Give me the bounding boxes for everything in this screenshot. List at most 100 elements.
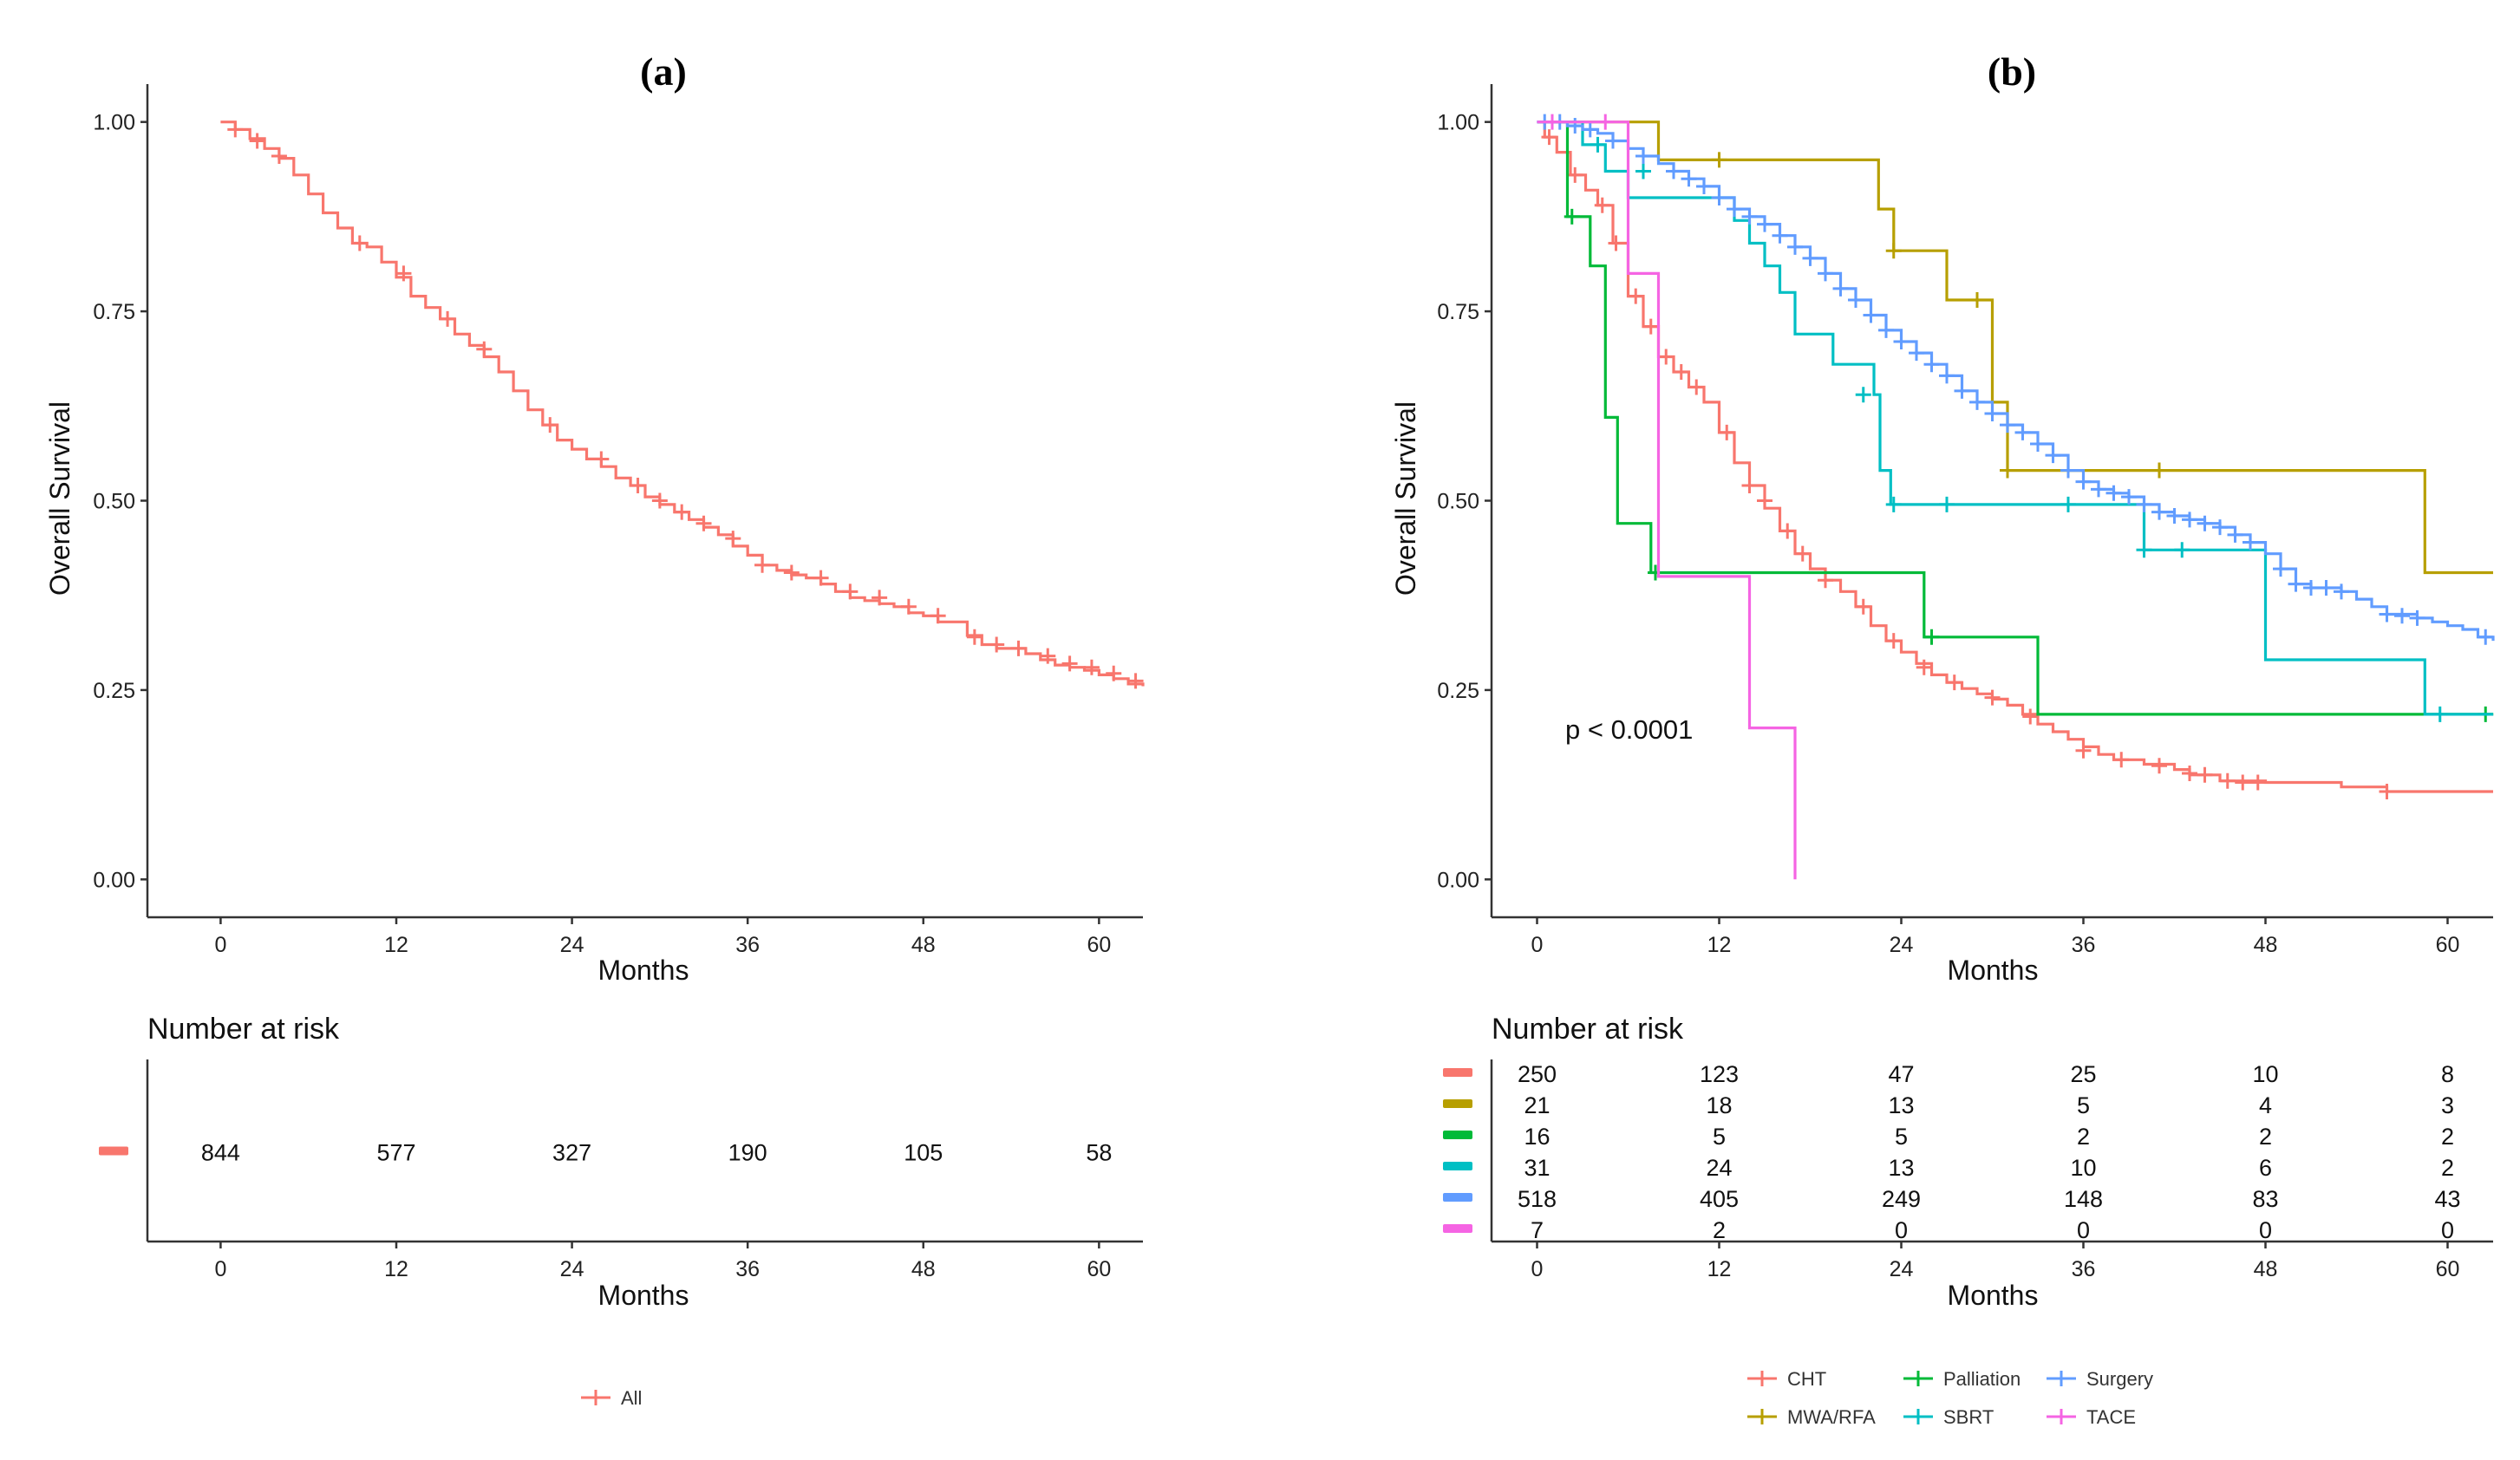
panel-a-y-tick-label: 0.00 — [93, 868, 135, 892]
panel-b-censor-mark-surgery — [1727, 201, 1742, 218]
panel-b-censor-mark-surgery — [1863, 307, 1879, 323]
panel-b-risk-x-tick-label: 0 — [1531, 1257, 1544, 1281]
panel-b-censor-mark-surgery — [2014, 424, 2031, 440]
panel-b-legend: CHT Palliation Surgery MWA/RFA SBRT TACE — [1747, 1368, 2153, 1428]
panel-b-censor-mark-surgery — [1582, 121, 1598, 138]
panel-a-ylabel: Overall Survival — [44, 401, 75, 596]
panel-b-censor-mark-surgery — [2303, 579, 2319, 596]
panel-b-risk-x-tick-label: 12 — [1707, 1257, 1732, 1281]
panel-b-censor-mark-surgery — [1818, 265, 1833, 282]
panel-a-y-tick-label: 0.50 — [93, 490, 135, 514]
panel-b-legend-label-mwa-rfa: MWA/RFA — [1787, 1406, 1876, 1428]
panel-b-censor-mark-surgery — [1772, 227, 1788, 244]
panel-b-censor-mark-palliation — [1648, 564, 1663, 581]
panel-b-risk-x-tick-label: 60 — [2436, 1257, 2460, 1281]
panel-b-risk-xlabel: Months — [1948, 1280, 2039, 1311]
panel-b-y-tick-label: 0.50 — [1437, 490, 1479, 514]
panel-a-risk-title: Number at risk — [147, 1013, 340, 1046]
panel-b-risk-value-palliation: 5 — [1895, 1124, 1908, 1150]
panel-a-censor-mark-all — [1040, 648, 1056, 664]
panel-b-risk-value-sbrt: 24 — [1706, 1155, 1732, 1181]
panel-b-censor-mark-surgery — [2409, 609, 2425, 626]
panel-b-legend-label-surgery: Surgery — [2086, 1368, 2153, 1390]
panel-a-censor-mark-all — [725, 531, 741, 547]
panel-a-risk-swatch-all — [99, 1146, 128, 1156]
panel-b-censor-mark-sbrt — [1885, 496, 1902, 512]
panel-b-censor-mark-surgery — [1878, 322, 1894, 338]
panel-b-censor-mark-surgery — [2197, 515, 2213, 531]
panel-b-censor-mark-surgery — [1666, 163, 1681, 179]
panel-b-censor-mark-surgery — [1802, 250, 1818, 266]
panel-b-curve-palliation — [1537, 121, 2493, 716]
panel-b-censor-mark-surgery — [1605, 133, 1621, 149]
panel-b-risk-value-mwa-rfa: 21 — [1524, 1092, 1550, 1118]
panel-b-censor-mark-cht — [1916, 659, 1932, 675]
panel-b-censor-mark-mwa-rfa — [1885, 243, 1902, 259]
panel-b-censor-mark-cht — [2075, 742, 2092, 759]
panel-b-censor-mark-surgery — [2045, 447, 2061, 464]
panel-b-censor-mark-sbrt — [1635, 163, 1651, 179]
panel-a-risk-xlabel: Months — [598, 1280, 689, 1311]
panel-b-curve-cht — [1537, 121, 2493, 793]
panel-b-censor-mark-surgery — [1696, 178, 1712, 194]
panel-a-censor-mark-all — [249, 133, 265, 149]
panel-b-risk-x-tick-label: 36 — [2072, 1257, 2096, 1281]
panel-b-risk-swatch-cht — [1443, 1068, 1472, 1077]
panel-a-title: (a) — [640, 49, 687, 94]
panel-b-censor-mark-surgery — [1787, 238, 1803, 255]
panel-a-censor-mark-all — [351, 235, 368, 251]
panel-a-censor-mark-all — [395, 265, 412, 282]
panel-a-risk-value-all: 105 — [904, 1140, 943, 1166]
panel-a-censor-mark-all — [227, 121, 244, 138]
panel-b-risk-value-sbrt: 6 — [2259, 1155, 2272, 1181]
panel-b-risk-value-palliation: 2 — [2259, 1124, 2272, 1150]
panel-b-censor-mark-cht — [1688, 379, 1705, 395]
panel-b-censor-mark-surgery — [1635, 147, 1651, 164]
panel-b-legend-label-cht: CHT — [1787, 1368, 1826, 1390]
panel-b-x-tick-label: 12 — [1707, 933, 1732, 957]
panel-a-risk-value-all: 190 — [728, 1140, 767, 1166]
panel-a-curves — [220, 121, 1145, 689]
panel-a-censor-mark-all — [989, 636, 1005, 653]
panel-b-risk-swatch-surgery — [1443, 1193, 1472, 1202]
panel-b-y-ticks: 0.00 0.25 0.50 0.75 1.00 — [1437, 111, 1492, 892]
panel-b-risk-value-tace: 0 — [2077, 1217, 2090, 1243]
panel-b-risk-value-palliation: 2 — [2077, 1124, 2090, 1150]
panel-b-censor-mark-cht — [1608, 235, 1624, 251]
panel-b-curve-sbrt — [1537, 121, 2493, 716]
panel-b-y-tick-label: 0.75 — [1437, 300, 1479, 324]
panel-b-legend-label-sbrt: SBRT — [1943, 1406, 1994, 1428]
panel-a-censor-mark-all — [1061, 655, 1078, 672]
panel-b-censor-mark-tace — [1544, 114, 1560, 130]
panel-a-censor-mark-all — [593, 451, 610, 467]
panel-b-censor-mark-surgery — [2030, 435, 2046, 452]
panel-b-risk-swatch-mwa-rfa — [1443, 1099, 1472, 1108]
panel-b-y-tick-label: 0.00 — [1437, 868, 1479, 892]
panel-b-ylabel: Overall Survival — [1390, 401, 1421, 596]
panel-a-risk-x-tick-label: 0 — [214, 1257, 226, 1281]
panel-b-y-tick-label: 1.00 — [1437, 111, 1479, 135]
panel-b-censor-mark-cht — [1757, 492, 1772, 509]
panel-b-censor-mark-surgery — [1893, 334, 1910, 350]
panel-b-censor-mark-surgery — [1757, 216, 1772, 232]
panel-a-x-tick-label: 48 — [911, 933, 936, 957]
panel-b-risk-value-mwa-rfa: 5 — [2077, 1092, 2090, 1118]
panel-b-censor-mark-cht — [2151, 758, 2167, 774]
panel-a: (a) Overall Survival Months 0.00 0.25 0.50… — [44, 49, 1145, 1409]
panel-b-censor-mark-sbrt — [2174, 542, 2190, 558]
panel-a-censor-mark-all — [930, 608, 946, 624]
panel-b-censor-mark-cht — [1984, 689, 2001, 706]
panel-b-censor-mark-cht — [1594, 197, 1610, 213]
panel-b-censor-mark-surgery — [1954, 382, 1970, 399]
panel-a-y-tick-label: 0.75 — [93, 300, 135, 324]
panel-b-curve-surgery — [1537, 121, 2495, 642]
panel-b-risk-swatch-sbrt — [1443, 1162, 1472, 1170]
panel-a-y-ticks: 0.00 0.25 0.50 0.75 1.00 — [93, 111, 147, 892]
panel-b-censor-mark-surgery — [1969, 394, 1985, 410]
panel-a-y-tick-label: 0.25 — [93, 679, 135, 703]
panel-b-censor-mark-sbrt — [1590, 136, 1606, 153]
panel-a-censor-mark-all — [476, 341, 493, 357]
panel-b-risk-value-surgery: 518 — [1518, 1186, 1557, 1212]
panel-b-risk-value-sbrt: 10 — [2070, 1155, 2096, 1181]
panel-a-censor-mark-all — [1083, 659, 1100, 675]
